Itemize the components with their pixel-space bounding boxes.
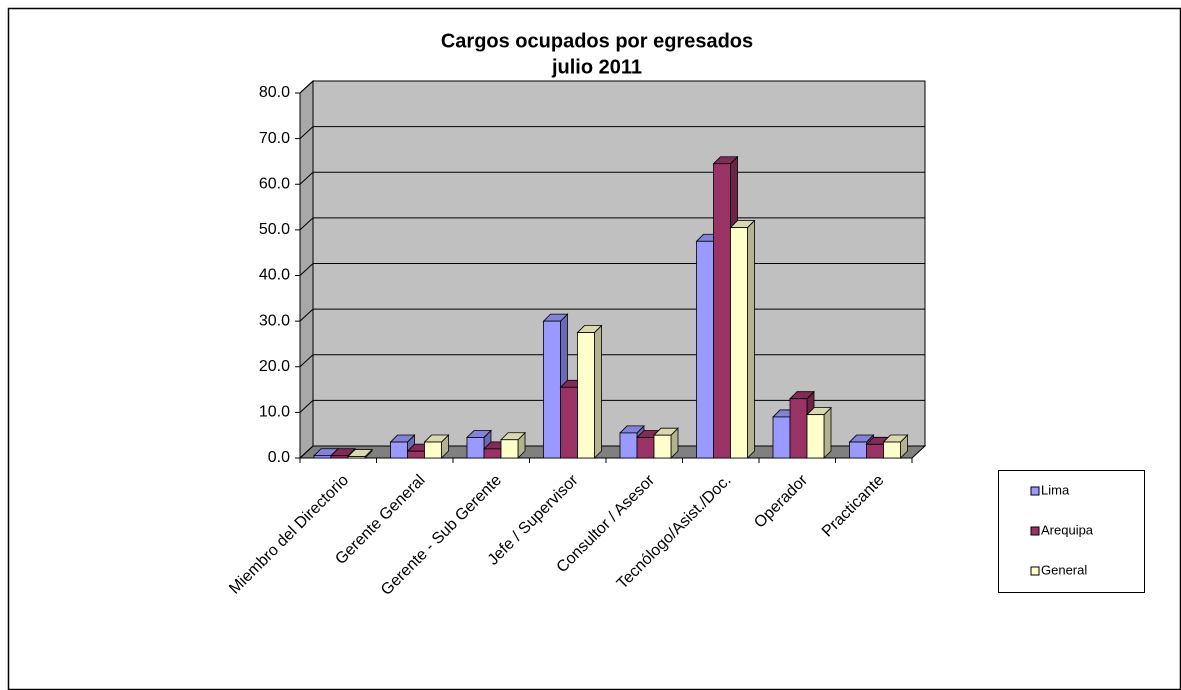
- bar-front: [407, 450, 425, 459]
- chart-subtitle: julio 2011: [551, 56, 642, 78]
- grid-line: [299, 354, 925, 368]
- bar-front: [653, 434, 672, 459]
- bar-front: [866, 443, 884, 459]
- bar: [729, 219, 756, 459]
- bar: [882, 434, 909, 459]
- legend-label: General: [1041, 562, 1087, 577]
- legend-swatch: [1030, 486, 1040, 496]
- bar-front: [772, 416, 791, 459]
- bar-front: [466, 437, 485, 459]
- legend-label: Lima: [1041, 482, 1070, 497]
- bar-side: [747, 219, 755, 459]
- grid-line: [299, 80, 925, 94]
- bar-front: [390, 441, 408, 459]
- bar-front: [713, 163, 731, 459]
- bar-front: [424, 441, 442, 459]
- y-tick-label: 70.0: [259, 130, 290, 147]
- bar-front: [483, 448, 502, 459]
- grid-line: [299, 171, 925, 185]
- legend-swatch: [1030, 526, 1040, 536]
- grid-line: [299, 263, 925, 276]
- grid-line-side: [299, 354, 314, 368]
- bar-front: [543, 320, 561, 459]
- bar-front: [560, 386, 578, 459]
- bar-front: [849, 441, 867, 459]
- grid-line-side: [299, 308, 314, 322]
- y-tick-label: 50.0: [259, 221, 290, 238]
- bar-front: [636, 437, 655, 459]
- bar-front: [696, 240, 714, 459]
- bar-front: [330, 455, 349, 459]
- grid-line: [299, 399, 925, 413]
- grid-line-side: [299, 126, 314, 139]
- bar: [500, 431, 526, 459]
- bar: [576, 324, 603, 459]
- bar: [423, 434, 450, 459]
- grid-line-side: [299, 217, 314, 231]
- grid-line-side: [299, 400, 314, 413]
- bar: [789, 390, 815, 459]
- bar-front: [619, 432, 638, 459]
- legend-label: Arequipa: [1041, 522, 1094, 537]
- grid-line-side: [299, 263, 314, 276]
- grid-line-side: [299, 445, 314, 459]
- bar-front: [500, 439, 519, 459]
- y-tick-label: 80.0: [259, 84, 290, 101]
- grid-line: [299, 126, 925, 139]
- bar-front: [347, 456, 366, 459]
- legend-box: [998, 470, 1145, 593]
- y-tick-label: 0.0: [268, 449, 290, 466]
- bar: [653, 427, 679, 459]
- bar-side: [823, 406, 832, 459]
- bar: [347, 448, 373, 459]
- bar-side: [594, 324, 602, 459]
- bar: [806, 406, 832, 459]
- y-tick-label: 40.0: [259, 267, 290, 284]
- grid-line-side: [299, 171, 314, 185]
- y-tick-label: 20.0: [259, 358, 290, 375]
- grid-line: [299, 217, 925, 231]
- bar-front: [806, 414, 825, 459]
- bar-front: [577, 332, 595, 459]
- bar-front: [789, 398, 808, 459]
- grid-line: [299, 308, 925, 322]
- chart-title: Cargos ocupados por egresados: [441, 30, 753, 52]
- legend-swatch: [1030, 566, 1040, 576]
- grid-line-side: [299, 80, 314, 94]
- y-tick-label: 30.0: [259, 312, 290, 329]
- bar-front: [883, 441, 901, 459]
- bar-front: [730, 227, 748, 459]
- y-tick-label: 10.0: [259, 404, 290, 421]
- bar-front: [313, 455, 332, 459]
- y-tick-label: 60.0: [259, 175, 290, 192]
